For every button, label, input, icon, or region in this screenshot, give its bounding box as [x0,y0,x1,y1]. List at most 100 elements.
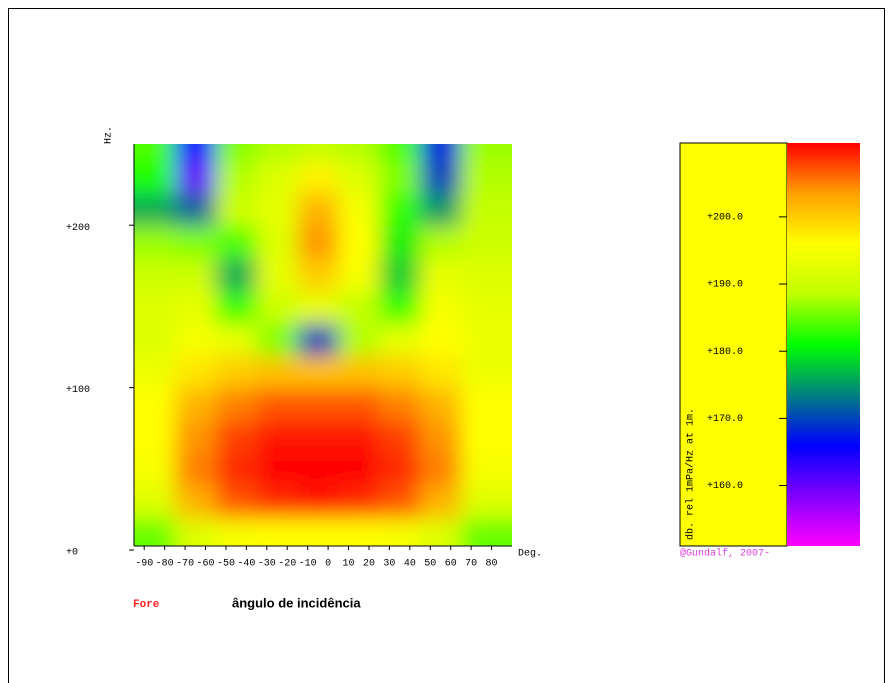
x-tick-label: -80 [156,559,174,570]
heat-cell [257,323,299,356]
heat-cell [420,290,462,323]
heat-cell [216,193,258,226]
heat-cell [257,420,299,453]
heat-cell [461,453,544,486]
heat-cell [420,160,462,193]
heat-cell [379,485,421,518]
colorbar-tick-label: +200.0 [707,213,743,224]
heat-cell [175,160,217,193]
heat-cell [257,485,299,518]
x-tick-label: 10 [343,559,355,570]
x-tick-label: -90 [135,559,153,570]
heat-cell [461,323,544,356]
heat-cell [257,290,299,323]
heatmap [93,95,544,583]
heat-cell [338,258,380,291]
x-tick-label: 80 [486,559,498,570]
heat-cell [338,518,380,584]
heat-cell [175,453,217,486]
heat-cell [461,485,544,518]
colorbar-tick-label: +160.0 [707,481,743,492]
heat-cell [461,388,544,421]
x-tick-label: -10 [299,559,317,570]
heat-cell [379,225,421,258]
heat-cell [420,225,462,258]
heat-cell [175,290,217,323]
heat-cell [420,258,462,291]
heat-cell [379,95,421,161]
x-tick-label: -40 [237,559,255,570]
heat-cell [216,518,258,584]
x-tick-label: 50 [424,559,436,570]
heat-cell [338,420,380,453]
heat-cell [338,323,380,356]
heat-cell [338,95,380,161]
heat-cell [379,420,421,453]
heat-cell [257,160,299,193]
heat-cell [420,95,462,161]
heat-cell [297,355,339,388]
heat-cell [175,420,217,453]
x-tick-label: 30 [383,559,395,570]
heat-cell [216,355,258,388]
heat-cell [216,258,258,291]
heat-cell [338,160,380,193]
heat-cell [216,290,258,323]
heat-cell [175,225,217,258]
heat-cell [297,323,339,356]
x-axis-label: Deg. [518,549,542,560]
heat-cell [461,290,544,323]
heat-cell [297,453,339,486]
heat-cell [420,323,462,356]
heat-cell [175,95,217,161]
heat-cell [175,193,217,226]
heat-cell [216,388,258,421]
heat-cell [175,518,217,584]
heat-cell [420,355,462,388]
heat-cell [338,225,380,258]
colorbar [787,143,860,546]
heat-cell [379,193,421,226]
heat-cell [257,355,299,388]
heat-cell [379,160,421,193]
heat-cell [216,420,258,453]
heat-cell [379,258,421,291]
x-tick-label: 40 [404,559,416,570]
colorbar-label: db. rel 1mPa/Hz at 1m. [685,408,697,540]
y-tick-label: +200 [66,223,90,234]
heat-cell [338,290,380,323]
x-tick-label: -50 [217,559,235,570]
heat-cell [338,355,380,388]
x-tick-label: 60 [445,559,457,570]
heat-cell [175,388,217,421]
heat-cell [297,95,339,161]
x-tick-label: -60 [197,559,215,570]
heat-cell [297,225,339,258]
heat-cell [379,453,421,486]
heat-cell [297,193,339,226]
heat-cell [379,323,421,356]
heat-cell [257,258,299,291]
x-tick-label: -70 [176,559,194,570]
heat-cell [461,355,544,388]
x-tick-label: 0 [325,559,331,570]
heat-cell [257,225,299,258]
heat-cell [379,355,421,388]
heat-cell [216,485,258,518]
heat-cell [338,453,380,486]
heat-cell [175,323,217,356]
x-tick-label: 20 [363,559,375,570]
credit: @Gundalf, 2007- [680,548,770,560]
heat-cell [420,193,462,226]
heat-cell [297,160,339,193]
heat-cell [216,160,258,193]
heat-cell [461,95,544,161]
heat-cell [461,225,544,258]
x-tick-label: -30 [258,559,276,570]
heat-cell [420,485,462,518]
heat-cell [379,388,421,421]
heat-cell [216,95,258,161]
colorbar-tick-label: +190.0 [707,280,743,291]
plot-area [93,95,544,583]
heat-cell [257,193,299,226]
